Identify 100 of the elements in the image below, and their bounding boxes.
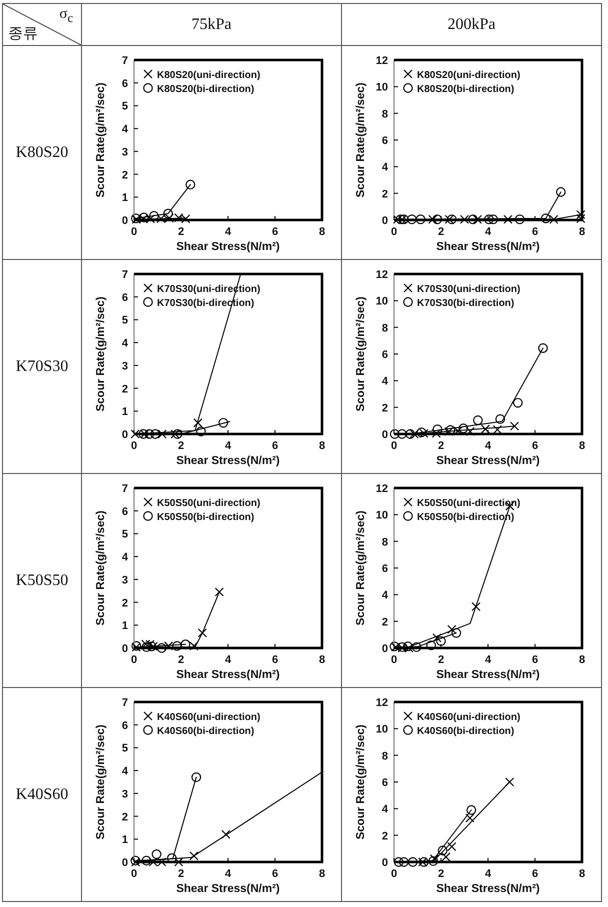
x-tick-label: 4 <box>484 226 492 238</box>
x-tick-label: 4 <box>484 440 492 452</box>
y-tick-label: 2 <box>122 383 128 396</box>
legend-label: K40S60(uni-direction) <box>417 712 520 723</box>
legend-label: K80S20(uni-direction) <box>417 70 520 81</box>
x-tick-label: 8 <box>578 868 586 880</box>
x-tick-label: 8 <box>578 226 586 238</box>
y-axis-title: Scour Rate(g/m²/sec) <box>95 296 107 412</box>
x-tick-label: 4 <box>224 654 232 666</box>
y-axis-title: Scour Rate(g/m²/sec) <box>95 724 107 840</box>
category-label: K80S20 <box>16 144 68 160</box>
y-tick-label: 3 <box>122 574 128 586</box>
y-tick-label: 1 <box>122 834 128 846</box>
x-tick-label: 0 <box>390 654 398 666</box>
x-tick-label: 2 <box>438 226 444 238</box>
category-label: K70S30 <box>16 358 68 374</box>
y-tick-label: 6 <box>382 563 388 575</box>
y-tick-label: 6 <box>122 78 128 90</box>
y-tick-label: 2 <box>382 188 388 200</box>
x-tick-label: 2 <box>178 226 184 238</box>
y-tick-label: 12 <box>376 269 388 281</box>
y-axis-title: Scour Rate(g/m²/sec) <box>355 510 367 626</box>
y-tick-label: 2 <box>382 830 388 842</box>
x-tick-label: 6 <box>272 226 278 238</box>
category-label: 200kPa <box>342 4 602 46</box>
y-tick-label: 0 <box>382 215 388 227</box>
legend-label: K40S60(bi-direction) <box>417 726 514 737</box>
y-tick-label: 7 <box>122 269 128 281</box>
y-tick-label: 0 <box>382 429 388 441</box>
y-tick-label: 4 <box>122 124 129 136</box>
x-tick-label: 8 <box>578 654 586 666</box>
y-tick-label: 4 <box>382 376 389 388</box>
y-tick-label: 8 <box>382 322 388 334</box>
x-tick-label: 8 <box>318 440 326 452</box>
x-tick-label: 6 <box>272 654 278 666</box>
y-tick-label: 4 <box>382 804 389 816</box>
y-tick-label: 4 <box>122 766 129 778</box>
x-tick-label: 0 <box>130 868 138 880</box>
x-tick-label: 4 <box>484 868 492 880</box>
x-tick-label: 4 <box>224 868 232 880</box>
y-tick-label: 6 <box>382 777 388 789</box>
y-tick-label: 3 <box>122 788 128 800</box>
y-tick-label: 10 <box>376 296 388 308</box>
x-tick-label: 6 <box>532 868 538 880</box>
x-tick-label: 2 <box>178 868 184 880</box>
legend-label: K50S50(uni-direction) <box>157 498 260 509</box>
x-tick-label: 8 <box>318 654 326 666</box>
legend-label: K80S20(bi-direction) <box>157 84 254 95</box>
y-tick-label: 3 <box>122 146 128 158</box>
y-tick-label: 8 <box>382 750 388 762</box>
y-tick-label: 4 <box>382 162 389 174</box>
y-tick-label: 10 <box>376 510 388 522</box>
x-tick-label: 0 <box>130 440 138 452</box>
y-tick-label: 8 <box>382 536 388 548</box>
y-tick-label: 6 <box>122 506 128 518</box>
y-tick-label: 2 <box>122 597 128 610</box>
x-tick-label: 4 <box>484 654 492 666</box>
y-tick-label: 2 <box>122 169 128 182</box>
legend-label: K80S20(bi-direction) <box>417 84 514 95</box>
x-tick-label: 2 <box>438 868 444 880</box>
legend-label: K70S30(uni-direction) <box>417 284 520 295</box>
y-tick-label: 4 <box>122 552 129 564</box>
x-tick-label: 8 <box>318 226 326 238</box>
x-axis-title: Shear Stress(N/m²) <box>176 883 280 895</box>
y-tick-label: 5 <box>122 528 128 541</box>
x-axis-title: Shear Stress(N/m²) <box>436 883 540 895</box>
x-tick-label: 6 <box>272 868 278 880</box>
y-tick-label: 2 <box>122 811 128 824</box>
y-tick-label: 12 <box>376 483 388 495</box>
y-tick-label: 0 <box>382 643 388 655</box>
legend-label: K40S60(bi-direction) <box>157 726 254 737</box>
y-tick-label: 5 <box>122 100 128 113</box>
x-axis-title: Shear Stress(N/m²) <box>436 669 540 681</box>
y-tick-label: 7 <box>122 697 128 709</box>
y-tick-label: 4 <box>122 338 129 350</box>
y-tick-label: 1 <box>122 406 128 418</box>
y-tick-label: 3 <box>122 360 128 372</box>
y-tick-label: 0 <box>122 643 128 655</box>
x-tick-label: 4 <box>224 226 232 238</box>
y-axis-title: Scour Rate(g/m²/sec) <box>355 82 367 198</box>
category-label: K50S50 <box>16 572 68 588</box>
y-tick-label: 0 <box>382 857 388 869</box>
legend-label: K80S20(uni-direction) <box>157 70 260 81</box>
y-tick-label: 8 <box>382 108 388 120</box>
x-axis-title: Shear Stress(N/m²) <box>436 241 540 253</box>
x-tick-label: 8 <box>578 440 586 452</box>
x-tick-label: 6 <box>272 440 278 452</box>
x-axis-title: Shear Stress(N/m²) <box>176 669 280 681</box>
x-tick-label: 0 <box>130 654 138 666</box>
x-tick-label: 6 <box>532 226 538 238</box>
text: σ$_{c}$ <box>59 6 73 26</box>
y-tick-label: 6 <box>122 720 128 732</box>
y-tick-label: 5 <box>122 314 128 327</box>
x-tick-label: 2 <box>178 654 184 666</box>
y-tick-label: 7 <box>122 483 128 495</box>
y-axis-title: Scour Rate(g/m²/sec) <box>355 296 367 412</box>
x-tick-label: 2 <box>178 440 184 452</box>
y-axis-title: Scour Rate(g/m²/sec) <box>95 82 107 198</box>
x-axis-title: Shear Stress(N/m²) <box>436 455 540 467</box>
y-tick-label: 6 <box>122 292 128 304</box>
